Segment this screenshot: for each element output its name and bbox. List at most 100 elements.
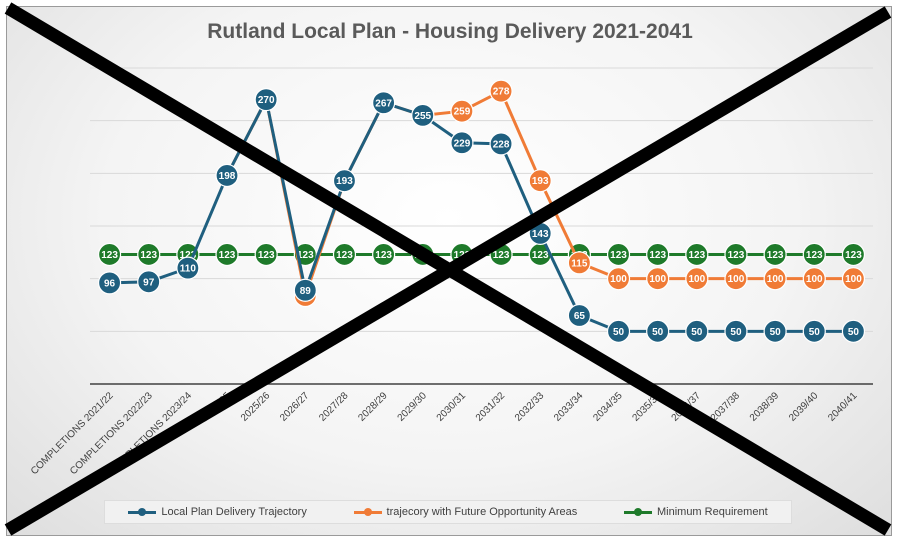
- data-point-local-plan-delivery-trajectory: [489, 132, 513, 156]
- data-label-local-plan-delivery-trajectory: 97: [143, 277, 155, 288]
- data-point-minimum-requirement: [97, 242, 122, 267]
- data-label-trajecory-with-future-opportunity-areas: 259: [454, 107, 471, 118]
- data-point-local-plan-delivery-trajectory: [254, 87, 278, 112]
- x-tick-label: 2032/33: [513, 390, 547, 424]
- data-label-local-plan-delivery-trajectory: 198: [219, 171, 236, 182]
- x-tick-label: 2027/28: [317, 390, 351, 424]
- data-point-trajecory-with-future-opportunity-areas: [567, 251, 591, 275]
- data-label-local-plan-delivery-trajectory: 267: [375, 98, 392, 109]
- data-point-local-plan-delivery-trajectory: [332, 169, 357, 193]
- data-point-minimum-requirement: [646, 242, 670, 267]
- data-label-local-plan-delivery-trajectory: 229: [454, 138, 471, 149]
- data-label-local-plan-delivery-trajectory: 65: [574, 311, 586, 322]
- data-point-local-plan-delivery-trajectory: [450, 131, 474, 155]
- data-point-local-plan-delivery-trajectory: [137, 270, 161, 294]
- data-label-minimum-requirement: 123: [610, 250, 627, 261]
- data-point-minimum-requirement: [841, 242, 866, 267]
- data-point-local-plan-delivery-trajectory: [215, 163, 239, 188]
- x-tick-label: 2030/31: [435, 390, 469, 424]
- data-point-minimum-requirement: [372, 242, 396, 267]
- data-label-local-plan-delivery-trajectory: 50: [809, 327, 821, 338]
- data-label-minimum-requirement: 123: [336, 250, 353, 261]
- data-label-minimum-requirement: 123: [728, 250, 745, 261]
- data-label-local-plan-delivery-trajectory: 50: [848, 327, 860, 338]
- data-label-local-plan-delivery-trajectory: 143: [532, 229, 549, 240]
- data-point-trajecory-with-future-opportunity-areas: [685, 267, 709, 291]
- data-label-minimum-requirement: 123: [493, 250, 510, 261]
- x-tick-label: 2029/30: [396, 390, 430, 424]
- data-point-trajecory-with-future-opportunity-areas: [450, 99, 474, 123]
- legend-label-local-plan: Local Plan Delivery Trajectory: [161, 506, 307, 518]
- data-point-trajecory-with-future-opportunity-areas: [528, 169, 552, 193]
- data-label-trajecory-with-future-opportunity-areas: 100: [649, 274, 666, 285]
- data-point-local-plan-delivery-trajectory: [763, 319, 787, 343]
- data-point-minimum-requirement: [724, 242, 748, 267]
- data-point-minimum-requirement: [763, 242, 787, 267]
- data-label-trajecory-with-future-opportunity-areas: 115: [571, 258, 588, 269]
- data-label-minimum-requirement: 123: [532, 250, 549, 261]
- data-point-local-plan-delivery-trajectory: [411, 103, 435, 128]
- data-label-trajecory-with-future-opportunity-areas: 100: [845, 274, 862, 285]
- data-point-local-plan-delivery-trajectory: [97, 271, 122, 295]
- data-label-local-plan-delivery-trajectory: 50: [730, 327, 742, 338]
- legend-item-future-opportunity: trajecory with Future Opportunity Areas: [353, 506, 578, 518]
- data-point-trajecory-with-future-opportunity-areas: [802, 267, 826, 291]
- data-label-minimum-requirement: 123: [649, 250, 666, 261]
- data-label-trajecory-with-future-opportunity-areas: 278: [493, 87, 510, 98]
- data-label-minimum-requirement: 123: [845, 250, 862, 261]
- data-point-trajecory-with-future-opportunity-areas: [489, 79, 513, 103]
- legend-item-minimum: Minimum Requirement: [623, 506, 768, 518]
- data-label-minimum-requirement: 123: [767, 250, 784, 261]
- x-tick-label: 2037/38: [709, 390, 743, 424]
- x-tick-label: 2033/34: [552, 390, 586, 424]
- data-label-local-plan-delivery-trajectory: 50: [613, 327, 625, 338]
- data-label-minimum-requirement: 123: [101, 250, 118, 261]
- data-label-local-plan-delivery-trajectory: 110: [180, 264, 197, 275]
- data-label-trajecory-with-future-opportunity-areas: 100: [728, 274, 745, 285]
- data-point-minimum-requirement: [254, 242, 278, 267]
- x-tick-label: 2026/27: [278, 390, 312, 424]
- data-label-local-plan-delivery-trajectory: 50: [652, 327, 664, 338]
- data-point-local-plan-delivery-trajectory: [372, 91, 396, 115]
- data-point-local-plan-delivery-trajectory: [646, 319, 670, 343]
- data-point-trajecory-with-future-opportunity-areas: [646, 267, 670, 291]
- x-tick-label: 2039/40: [787, 390, 821, 424]
- data-point-local-plan-delivery-trajectory: [606, 319, 631, 343]
- data-point-trajecory-with-future-opportunity-areas: [606, 267, 631, 291]
- data-point-local-plan-delivery-trajectory: [293, 278, 317, 302]
- x-tick-label: 2038/39: [748, 390, 782, 424]
- data-point-trajecory-with-future-opportunity-areas: [841, 267, 866, 291]
- chart-title: Rutland Local Plan - Housing Delivery 20…: [207, 20, 693, 43]
- legend-label-future-opportunity: trajecory with Future Opportunity Areas: [386, 506, 578, 518]
- data-label-local-plan-delivery-trajectory: 50: [770, 327, 782, 338]
- data-label-minimum-requirement: 123: [258, 250, 275, 261]
- data-point-trajecory-with-future-opportunity-areas: [724, 267, 748, 291]
- data-point-local-plan-delivery-trajectory: [802, 319, 826, 343]
- data-label-minimum-requirement: 123: [180, 250, 197, 261]
- data-label-minimum-requirement: 123: [806, 250, 823, 261]
- legend-swatch-minimum: [623, 507, 652, 516]
- data-label-local-plan-delivery-trajectory: 96: [104, 278, 116, 289]
- data-point-minimum-requirement: [332, 242, 357, 267]
- data-label-minimum-requirement: 123: [140, 250, 157, 261]
- data-point-minimum-requirement: [215, 242, 239, 267]
- x-tick-label: 2031/32: [474, 390, 508, 424]
- data-point-minimum-requirement: [137, 242, 161, 267]
- data-point-trajecory-with-future-opportunity-areas: [763, 267, 787, 291]
- data-label-trajecory-with-future-opportunity-areas: 100: [610, 274, 627, 285]
- x-tick-label: 2028/29: [356, 390, 390, 424]
- data-label-local-plan-delivery-trajectory: 228: [493, 139, 510, 150]
- legend-swatch-future-opportunity: [353, 507, 382, 516]
- data-point-local-plan-delivery-trajectory: [841, 319, 866, 343]
- data-label-trajecory-with-future-opportunity-areas: 100: [806, 274, 823, 285]
- data-point-local-plan-delivery-trajectory: [724, 319, 748, 343]
- legend: Local Plan Delivery Trajectory trajecory…: [104, 500, 792, 524]
- data-label-local-plan-delivery-trajectory: 50: [691, 327, 703, 338]
- data-label-trajecory-with-future-opportunity-areas: 100: [688, 274, 705, 285]
- data-point-local-plan-delivery-trajectory: [176, 256, 200, 280]
- cross-out-stroke: [4, 6, 892, 536]
- data-label-local-plan-delivery-trajectory: 193: [336, 176, 353, 187]
- data-point-local-plan-delivery-trajectory: [685, 319, 709, 343]
- data-label-minimum-requirement: 123: [219, 250, 236, 261]
